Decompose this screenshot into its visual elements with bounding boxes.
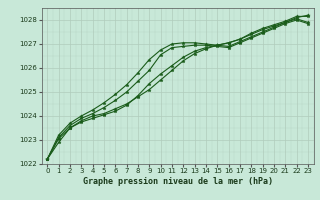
X-axis label: Graphe pression niveau de la mer (hPa): Graphe pression niveau de la mer (hPa) bbox=[83, 177, 273, 186]
